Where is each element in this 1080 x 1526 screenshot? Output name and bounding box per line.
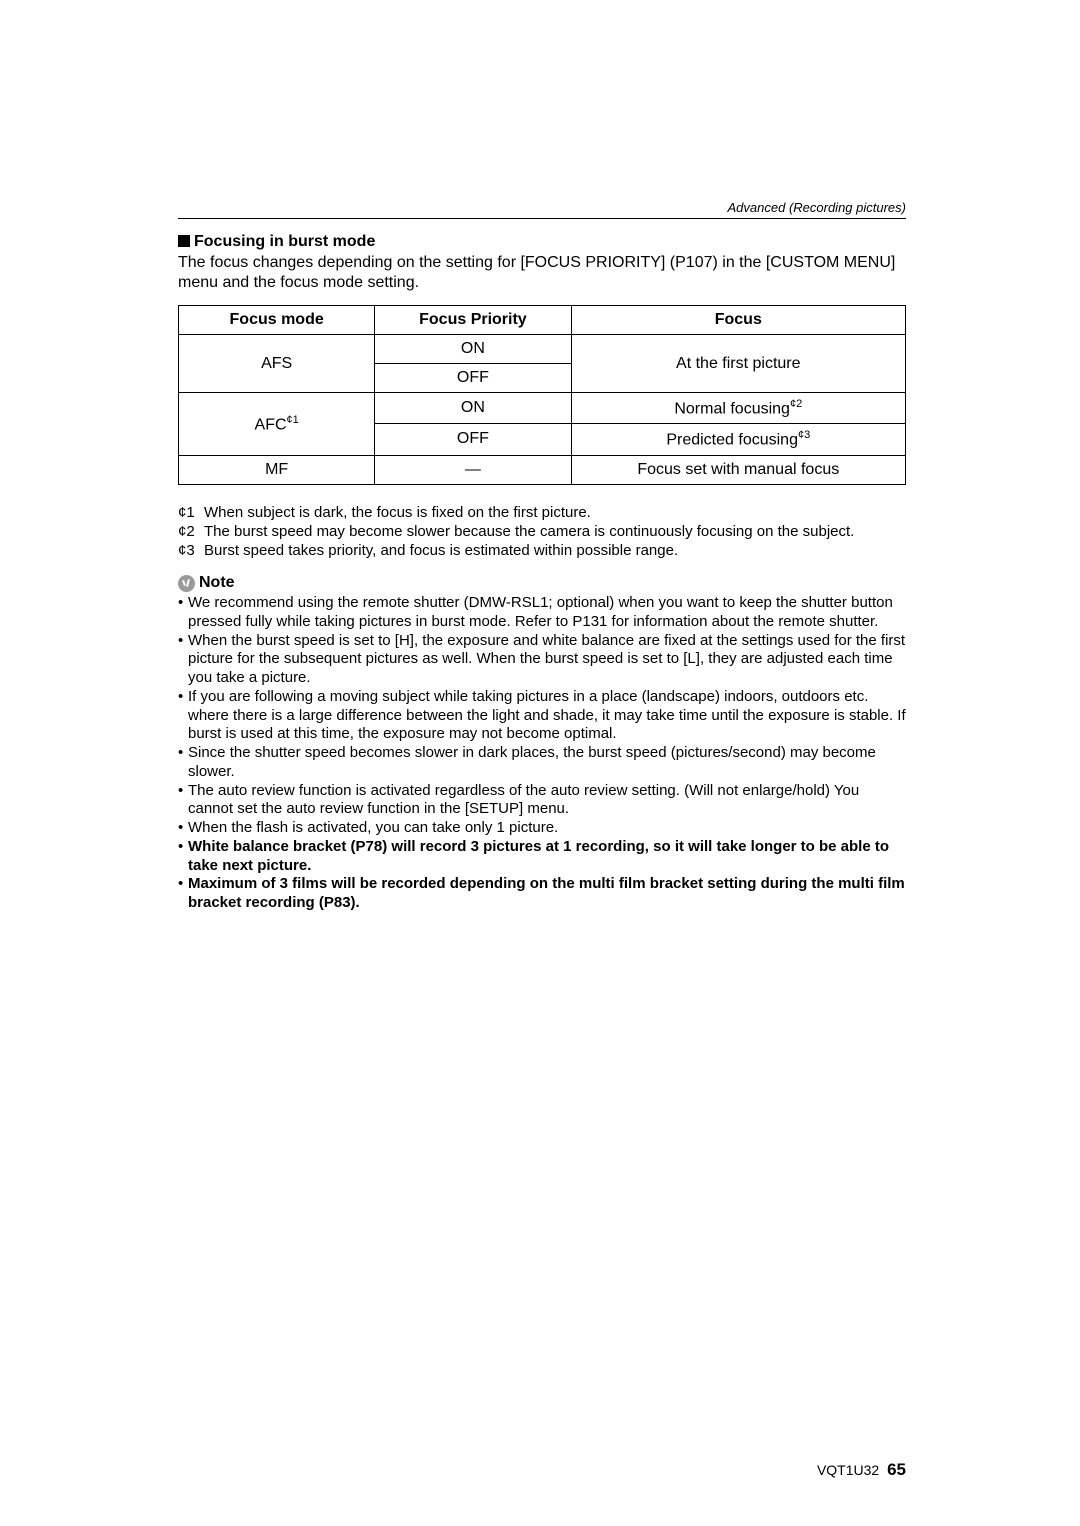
footnote-mark: ¢3 [178, 541, 204, 560]
footer-page-number: 65 [887, 1460, 906, 1479]
note-icon [178, 575, 195, 592]
footer-code: VQT1U32 [817, 1462, 879, 1478]
bullet-text: Since the shutter speed becomes slower i… [188, 744, 906, 782]
bullet-text: When the burst speed is set to [H], the … [188, 632, 906, 688]
td-mf-mode: MF [179, 455, 375, 484]
footnote-2: ¢2 The burst speed may become slower bec… [178, 522, 906, 541]
td-afc-focus-on: Normal focusing¢2 [571, 393, 905, 424]
intro-paragraph: The focus changes depending on the setti… [178, 253, 906, 293]
td-afs-mode: AFS [179, 335, 375, 393]
list-item: •When the flash is activated, you can ta… [178, 819, 906, 838]
list-item: •White balance bracket (P78) will record… [178, 838, 906, 876]
td-afc-focus-off: Predicted focusing¢3 [571, 424, 905, 455]
afc-sup: ¢1 [287, 414, 299, 426]
td-afc-off: OFF [375, 424, 571, 455]
th-focus: Focus [571, 306, 905, 335]
note-list: •We recommend using the remote shutter (… [178, 594, 906, 913]
bullet-text: White balance bracket (P78) will record … [188, 838, 906, 876]
td-mf-priority: — [375, 455, 571, 484]
bullet-text: Maximum of 3 films will be recorded depe… [188, 875, 906, 913]
bullet-dot: • [178, 875, 188, 913]
td-afs-off: OFF [375, 364, 571, 393]
footnote-text: The burst speed may become slower becaus… [204, 522, 906, 541]
table-row: AFS ON At the first picture [179, 335, 906, 364]
bullet-text: If you are following a moving subject wh… [188, 688, 906, 744]
footnote-3: ¢3 Burst speed takes priority, and focus… [178, 541, 906, 560]
bullet-dot: • [178, 594, 188, 632]
section-header-text: Advanced (Recording pictures) [728, 200, 906, 215]
bullet-text: We recommend using the remote shutter (D… [188, 594, 906, 632]
bullet-dot: • [178, 688, 188, 744]
list-item: •The auto review function is activated r… [178, 782, 906, 820]
list-item: •We recommend using the remote shutter (… [178, 594, 906, 632]
footnote-text: When subject is dark, the focus is fixed… [204, 503, 906, 522]
footnote-1: ¢1 When subject is dark, the focus is fi… [178, 503, 906, 522]
td-afc-mode: AFC¢1 [179, 393, 375, 456]
list-item: •If you are following a moving subject w… [178, 688, 906, 744]
list-item: •Maximum of 3 films will be recorded dep… [178, 875, 906, 913]
focus-table: Focus mode Focus Priority Focus AFS ON A… [178, 305, 906, 485]
bullet-dot: • [178, 632, 188, 688]
td-afs-focus: At the first picture [571, 335, 905, 393]
bullet-dot: • [178, 744, 188, 782]
afc-focus-on-prefix: Normal focusing [674, 400, 790, 417]
bullet-dot: • [178, 819, 188, 838]
th-focus-mode: Focus mode [179, 306, 375, 335]
section-header: Advanced (Recording pictures) [178, 200, 906, 219]
bullet-dot: • [178, 838, 188, 876]
afc-focus-off-prefix: Predicted focusing [666, 432, 798, 449]
afc-focus-off-sup: ¢3 [798, 429, 810, 441]
title-text: Focusing in burst mode [194, 233, 375, 250]
section-title: Focusing in burst mode [178, 233, 906, 251]
afc-prefix: AFC [255, 416, 287, 433]
list-item: •Since the shutter speed becomes slower … [178, 744, 906, 782]
th-focus-priority: Focus Priority [375, 306, 571, 335]
list-item: •When the burst speed is set to [H], the… [178, 632, 906, 688]
note-heading: Note [178, 574, 906, 592]
td-mf-focus: Focus set with manual focus [571, 455, 905, 484]
td-afc-on: ON [375, 393, 571, 424]
footnotes: ¢1 When subject is dark, the focus is fi… [178, 503, 906, 561]
note-label: Note [199, 574, 235, 592]
bullet-text: When the flash is activated, you can tak… [188, 819, 906, 838]
bullet-text: The auto review function is activated re… [188, 782, 906, 820]
page-footer: VQT1U32 65 [817, 1460, 906, 1480]
table-row: AFC¢1 ON Normal focusing¢2 [179, 393, 906, 424]
footnote-mark: ¢1 [178, 503, 204, 522]
footnote-mark: ¢2 [178, 522, 204, 541]
afc-focus-on-sup: ¢2 [790, 398, 802, 410]
bullet-dot: • [178, 782, 188, 820]
table-row: MF — Focus set with manual focus [179, 455, 906, 484]
footnote-text: Burst speed takes priority, and focus is… [204, 541, 906, 560]
table-header-row: Focus mode Focus Priority Focus [179, 306, 906, 335]
square-bullet-icon [178, 235, 190, 247]
td-afs-on: ON [375, 335, 571, 364]
